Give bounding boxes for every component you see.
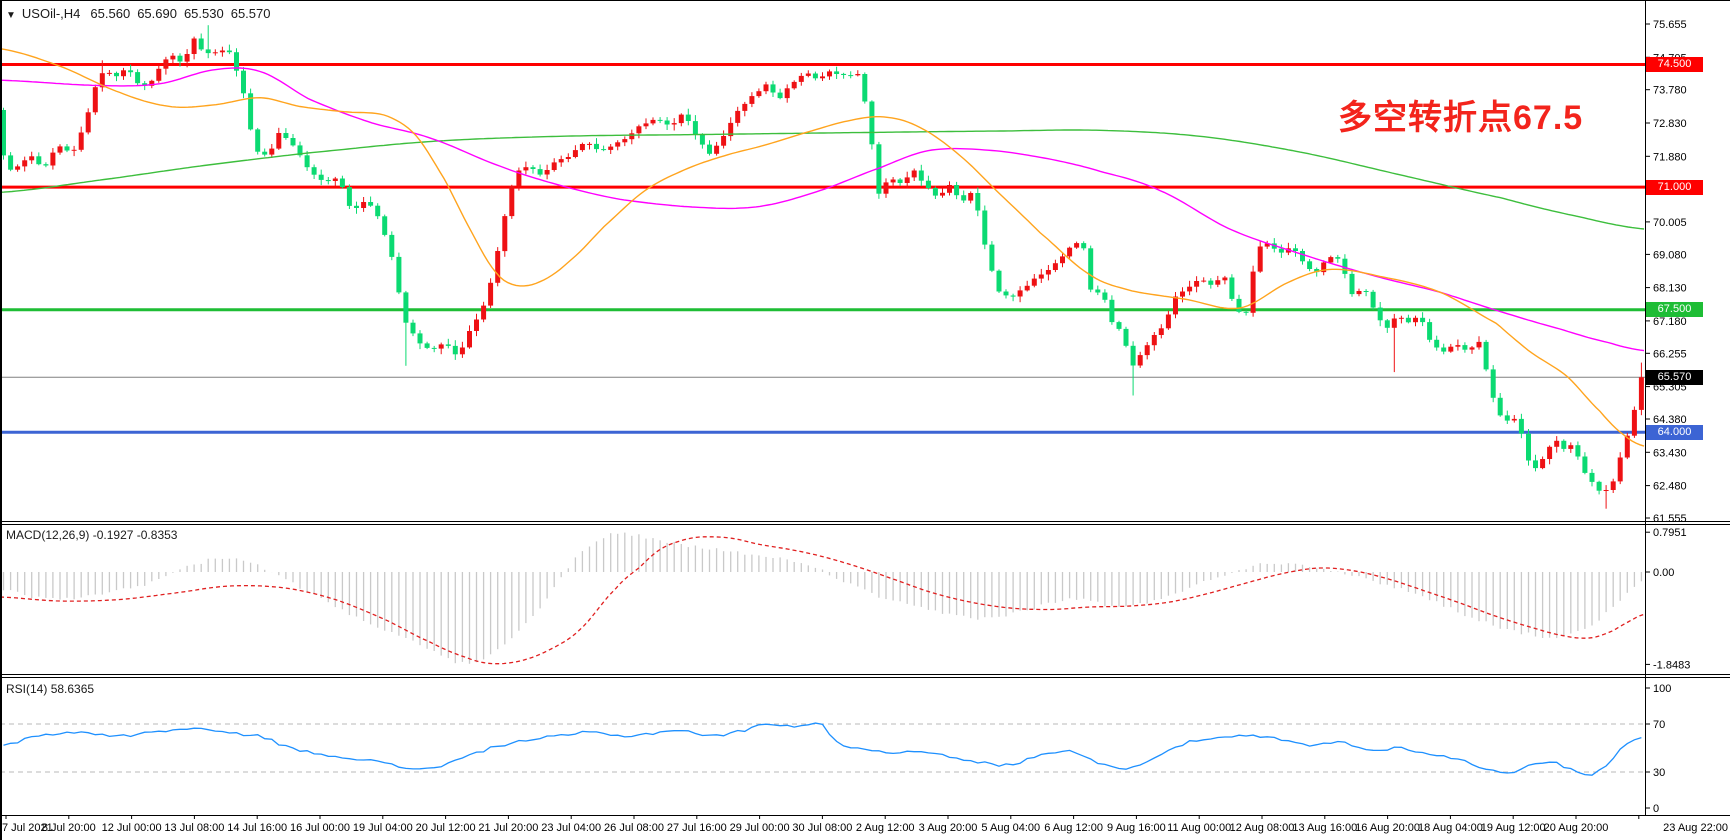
symbol-dropdown-icon[interactable]: ▼	[6, 10, 16, 21]
time-tick-label: 30 Jul 08:00	[792, 822, 852, 834]
level-lines[interactable]	[0, 63, 1645, 434]
current-price-badge: 65.570	[1646, 370, 1703, 385]
rsi-scale-label: 0	[1653, 803, 1659, 815]
macd-value: -0.1927	[92, 528, 134, 542]
time-tick-label: 7 Jul 2021	[2, 822, 53, 834]
price-level-badge-74500: 74.500	[1646, 57, 1703, 72]
macd-signal-value: -0.8353	[136, 528, 178, 542]
time-tick-label: 23 Aug 22:00	[1663, 822, 1728, 834]
price-level-badge-64000: 64.000	[1646, 425, 1703, 440]
ma-fast-orange	[0, 48, 1645, 447]
time-tick-label: 18 Aug 04:00	[1418, 822, 1483, 834]
time-tick-label: 6 Aug 12:00	[1044, 822, 1103, 834]
price-tick-label: 71.880	[1653, 151, 1687, 163]
rsi-scale-label: 30	[1653, 767, 1665, 779]
macd-indicator-label: MACD(12,26,9) -0.1927 -0.8353	[6, 528, 177, 542]
moving-averages	[0, 48, 1645, 447]
price-level-badge-67500: 67.500	[1646, 302, 1703, 317]
time-tick-label: 19 Aug 12:00	[1481, 822, 1546, 834]
candlestick-series	[1, 25, 1644, 509]
price-tick-label: 72.830	[1653, 118, 1687, 130]
macd-scale-label: -1.8483	[1653, 659, 1690, 671]
time-tick-label: 3 Aug 20:00	[919, 822, 978, 834]
time-tick-label: 14 Jul 16:00	[227, 822, 287, 834]
price-axis[interactable]: 75.65574.70573.78072.83071.88070.93070.0…	[1645, 19, 1690, 815]
time-tick-label: 20 Aug 20:00	[1544, 822, 1609, 834]
price-level-badge-71000: 71.000	[1646, 180, 1703, 195]
rsi-indicator-label: RSI(14) 58.6365	[6, 682, 94, 696]
time-tick-label: 5 Aug 04:00	[981, 822, 1040, 834]
time-tick-label: 19 Jul 04:00	[353, 822, 413, 834]
time-tick-label: 16 Aug 20:00	[1355, 822, 1420, 834]
price-tick-label: 70.005	[1653, 217, 1687, 229]
rsi-value: 58.6365	[50, 682, 95, 696]
ma-slow-green	[0, 129, 1645, 230]
ohlc-close: 65.570	[230, 6, 271, 21]
macd-scale-label: 0.00	[1653, 567, 1674, 579]
price-tick-label: 73.780	[1653, 85, 1687, 97]
macd-name: MACD(12,26,9)	[6, 528, 90, 542]
price-tick-label: 68.130	[1653, 283, 1687, 295]
time-tick-label: 12 Aug 08:00	[1230, 822, 1295, 834]
ohlc-open: 65.560	[90, 6, 131, 21]
time-tick-label: 20 Jul 12:00	[416, 822, 476, 834]
price-tick-label: 75.655	[1653, 19, 1687, 31]
time-tick-label: 13 Aug 16:00	[1292, 822, 1357, 834]
price-tick-label: 67.180	[1653, 316, 1687, 328]
rsi-scale-label: 100	[1653, 683, 1671, 695]
price-tick-label: 61.555	[1653, 513, 1687, 525]
time-tick-label: 11 Aug 00:00	[1167, 822, 1231, 834]
rsi-name: RSI(14)	[6, 682, 48, 696]
time-tick-label: 29 Jul 00:00	[730, 822, 790, 834]
chart-text-annotation: 多空转折点67.5	[1338, 99, 1584, 137]
macd-panel	[0, 532, 1645, 665]
time-tick-label: 27 Jul 16:00	[667, 822, 727, 834]
ohlc-high: 65.690	[137, 6, 177, 21]
price-tick-label: 69.080	[1653, 249, 1687, 261]
time-tick-label: 16 Jul 00:00	[290, 822, 350, 834]
price-tick-label: 63.430	[1653, 447, 1687, 459]
time-tick-label: 26 Jul 08:00	[604, 822, 664, 834]
time-tick-label: 9 Aug 16:00	[1107, 822, 1166, 834]
price-tick-label: 66.255	[1653, 348, 1687, 360]
time-tick-label: 21 Jul 20:00	[478, 822, 538, 834]
time-tick-label: 13 Jul 08:00	[164, 822, 224, 834]
chart-header: ▼ USOil-,H4 65.560 65.690 65.530 65.570	[6, 6, 277, 21]
time-tick-label: 12 Jul 00:00	[102, 822, 162, 834]
symbol-timeframe-label: USOil-,H4	[21, 6, 81, 21]
price-tick-label: 64.380	[1653, 414, 1687, 426]
price-tick-label: 62.480	[1653, 481, 1687, 493]
time-tick-label: 8 Jul 20:00	[42, 822, 96, 834]
rsi-line	[3, 722, 1642, 776]
ohlc-low: 65.530	[183, 6, 224, 21]
rsi-scale-label: 70	[1653, 719, 1665, 731]
macd-scale-label: 0.7951	[1653, 527, 1687, 539]
time-tick-label: 2 Aug 12:00	[856, 822, 915, 834]
time-tick-label: 23 Jul 04:00	[541, 822, 601, 834]
macd-signal-line	[0, 536, 1645, 665]
rsi-panel	[0, 722, 1645, 776]
